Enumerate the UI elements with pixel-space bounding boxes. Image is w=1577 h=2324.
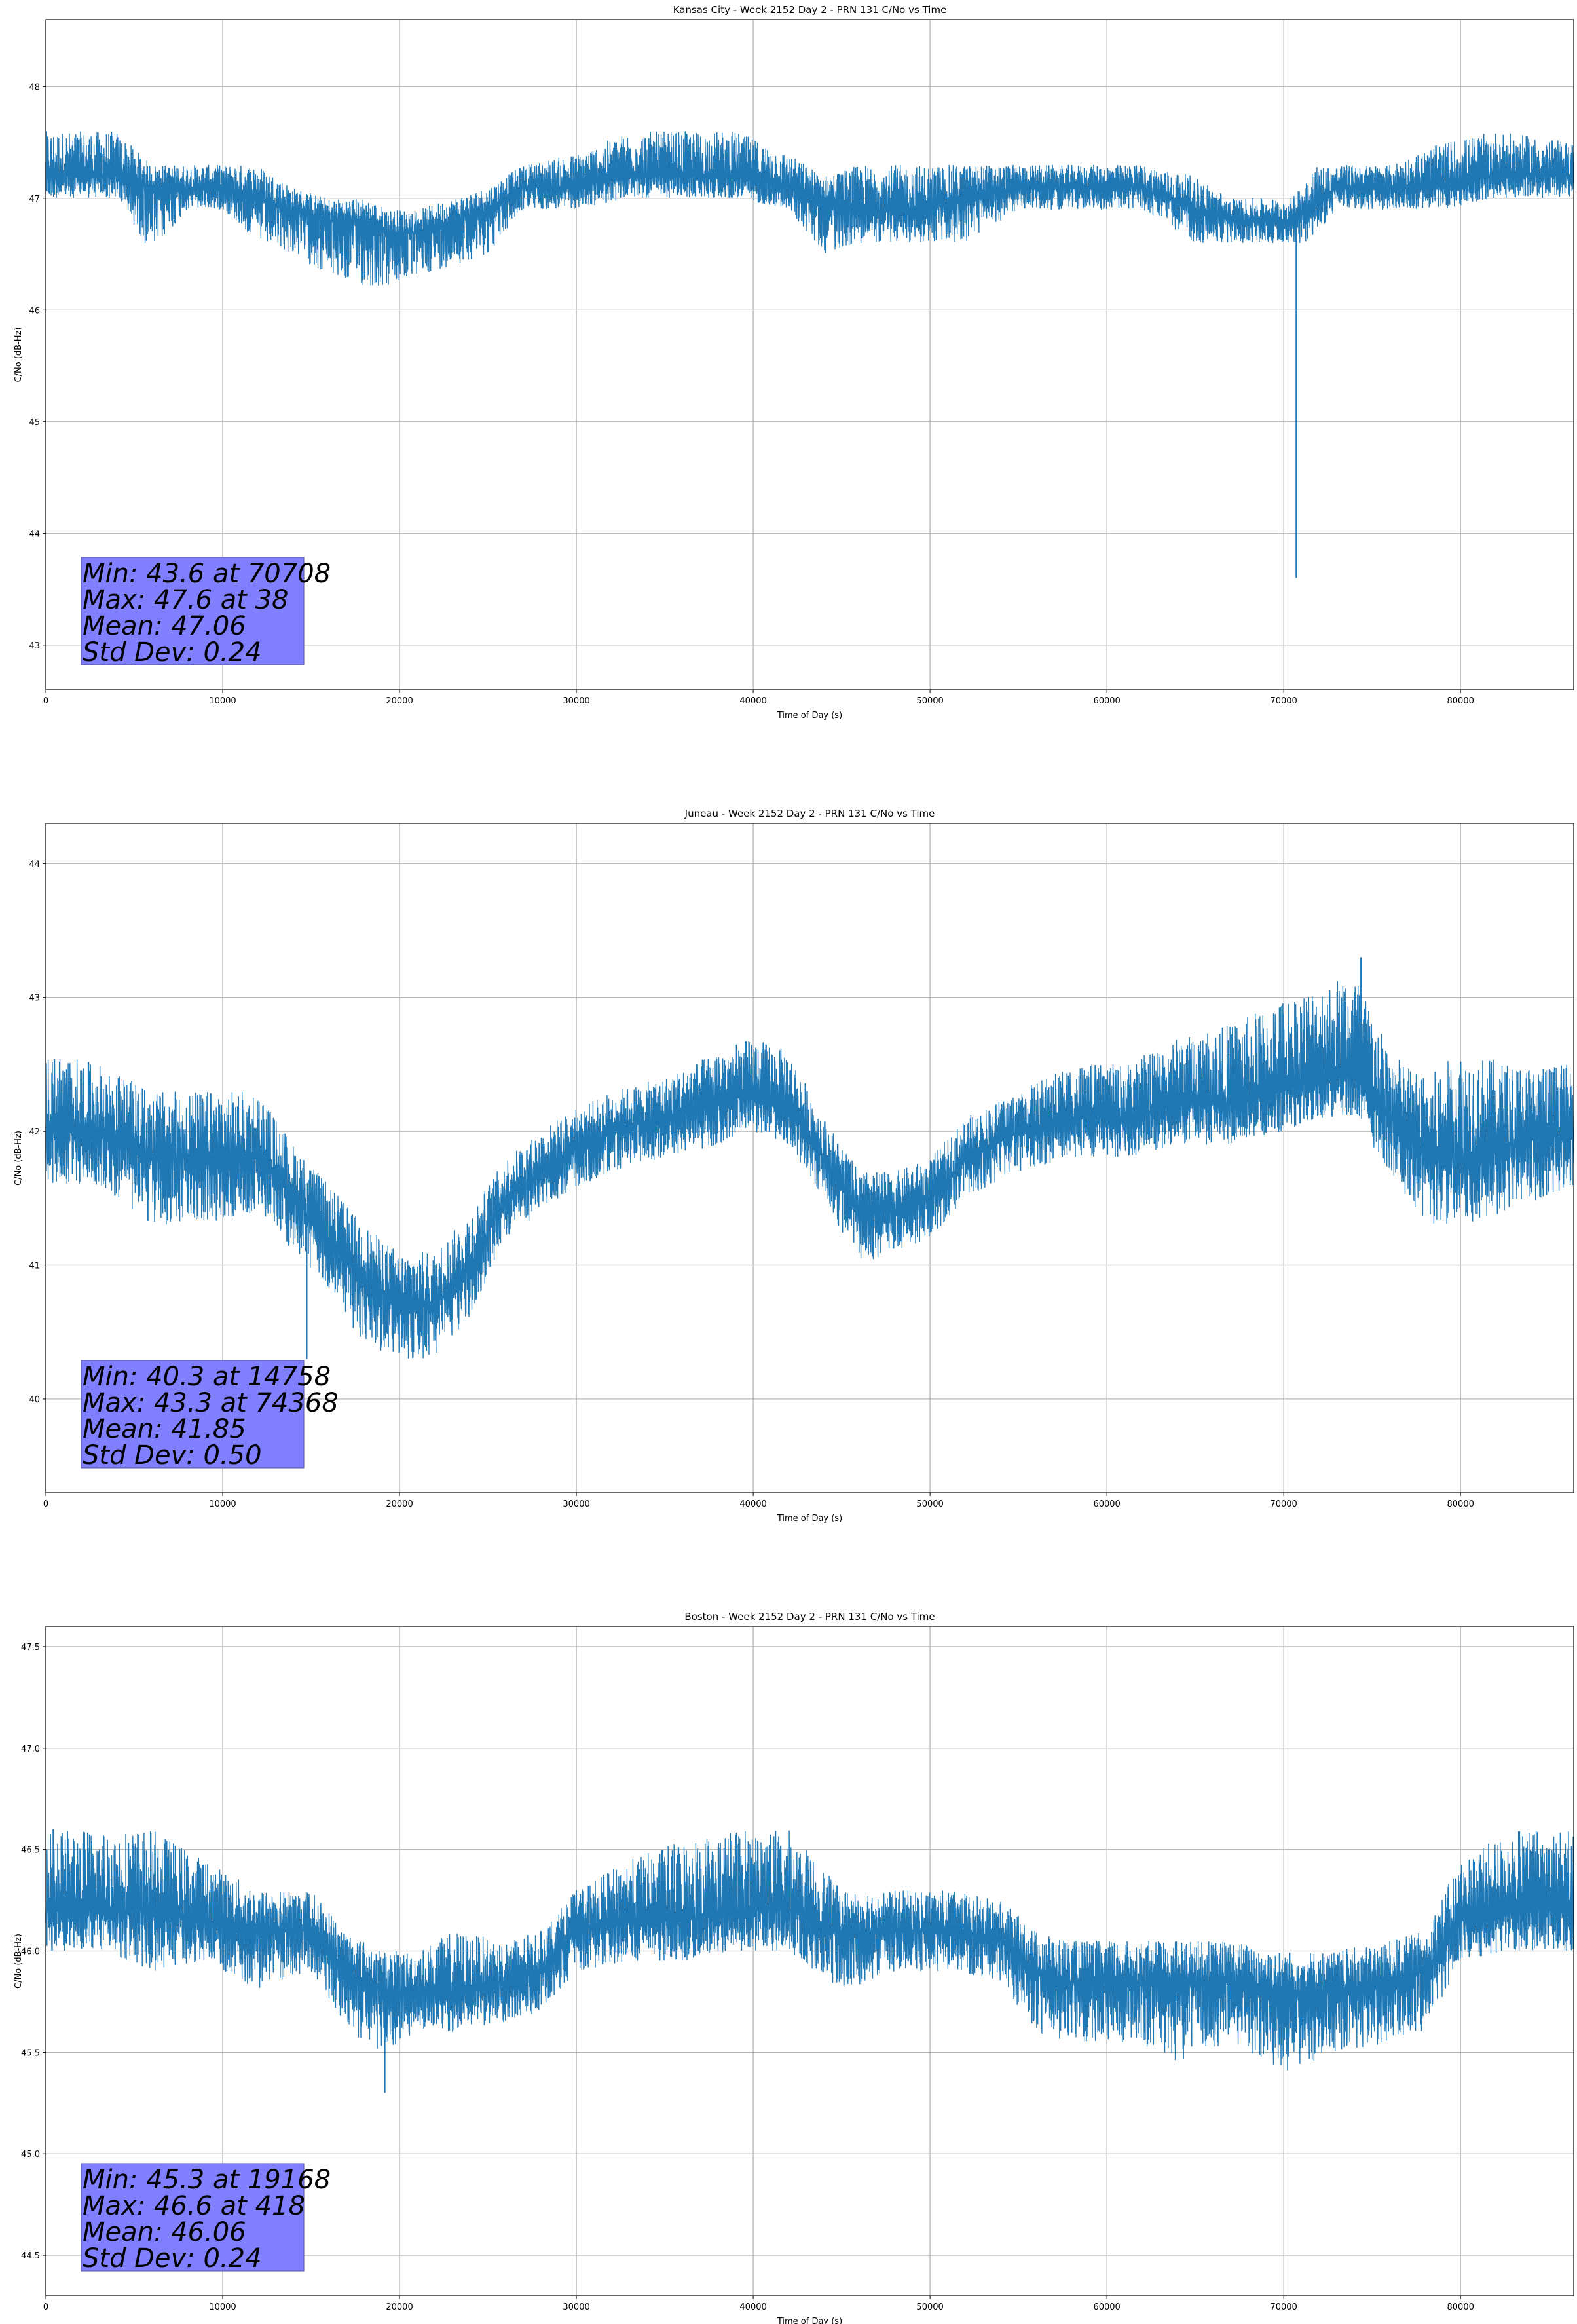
plot-frame: [45, 823, 1574, 1493]
x-tick-label: 70000: [1270, 2302, 1297, 2312]
y-tick-label: 47.5: [21, 1643, 40, 1653]
x-tick-label: 0: [43, 1499, 48, 1509]
stats-line: Std Dev: 0.24: [83, 637, 262, 667]
stats-box: [81, 2163, 305, 2272]
y-tick-label: 46.0: [21, 1947, 40, 1957]
stats-line: Min: 40.3 at 14758: [83, 1362, 331, 1392]
y-axis-label: C/No (dB-Hz): [14, 1934, 24, 1989]
x-tick-label: 60000: [1093, 1499, 1120, 1509]
x-tick-label: 30000: [563, 2302, 589, 2312]
x-tick-label: 10000: [209, 696, 236, 706]
x-tick-label: 80000: [1447, 2302, 1474, 2312]
chart-title: Kansas City - Week 2152 Day 2 - PRN 131 …: [673, 4, 947, 16]
x-tick-label: 20000: [386, 696, 413, 706]
stats-line: Max: 47.6 at 38: [83, 585, 288, 615]
x-tick-label: 80000: [1447, 1499, 1474, 1509]
stats-line: Max: 43.3 at 74368: [83, 1388, 339, 1418]
chart-title: Boston - Week 2152 Day 2 - PRN 131 C/No …: [684, 1611, 935, 1622]
x-tick-label: 50000: [916, 1499, 943, 1509]
x-tick-label: 70000: [1270, 1499, 1297, 1509]
x-axis-label: Time of Day (s): [777, 1514, 842, 1524]
chart-2: Juneau - Week 2152 Day 2 - PRN 131 C/No …: [14, 808, 1574, 1524]
stats-line: Mean: 47.06: [83, 611, 246, 641]
stats-box: [81, 557, 305, 665]
x-tick-label: 60000: [1093, 2302, 1120, 2312]
y-tick-label: 44.5: [21, 2251, 40, 2261]
x-tick-label: 40000: [739, 1499, 766, 1509]
plot-frame: [45, 1626, 1574, 2296]
x-tick-label: 60000: [1093, 696, 1120, 706]
y-tick-label: 46: [29, 306, 40, 316]
y-tick-label: 47: [29, 195, 40, 204]
x-axis-label: Time of Day (s): [777, 2317, 842, 2324]
stats-line: Std Dev: 0.50: [83, 1440, 262, 1471]
y-tick-label: 45: [29, 418, 40, 428]
y-tick-label: 45.0: [21, 2150, 40, 2160]
y-tick-label: 40: [29, 1395, 40, 1405]
x-tick-label: 70000: [1270, 696, 1297, 706]
y-axis-label: C/No (dB-Hz): [14, 328, 24, 383]
chart-title: Juneau - Week 2152 Day 2 - PRN 131 C/No …: [684, 808, 935, 819]
x-tick-label: 40000: [739, 696, 766, 706]
y-tick-label: 43: [29, 641, 40, 651]
x-tick-label: 0: [43, 696, 48, 706]
series-line: [45, 131, 1574, 578]
y-tick-label: 46.5: [21, 1846, 40, 1856]
stats-box: [81, 1360, 305, 1469]
stats-line: Max: 46.6 at 418: [83, 2191, 305, 2221]
y-tick-label: 44: [29, 529, 40, 539]
x-tick-label: 50000: [916, 696, 943, 706]
x-tick-label: 40000: [739, 2302, 766, 2312]
x-tick-label: 30000: [563, 696, 589, 706]
y-tick-label: 43: [29, 994, 40, 1003]
y-tick-label: 47.0: [21, 1744, 40, 1754]
y-tick-label: 41: [29, 1262, 40, 1271]
stats-line: Mean: 46.06: [83, 2217, 246, 2247]
x-tick-label: 20000: [386, 1499, 413, 1509]
y-axis-label: C/No (dB-Hz): [14, 1131, 24, 1186]
x-tick-label: 10000: [209, 2302, 236, 2312]
stats-line: Min: 45.3 at 19168: [83, 2165, 331, 2195]
x-tick-label: 0: [43, 2302, 48, 2312]
chart-1: Kansas City - Week 2152 Day 2 - PRN 131 …: [14, 4, 1574, 721]
x-tick-label: 80000: [1447, 696, 1474, 706]
y-tick-label: 45.5: [21, 2048, 40, 2058]
series-line: [45, 957, 1574, 1359]
plot-frame: [45, 19, 1574, 690]
x-tick-label: 30000: [563, 1499, 589, 1509]
stats-line: Std Dev: 0.24: [83, 2243, 262, 2274]
x-tick-label: 20000: [386, 2302, 413, 2312]
series-line: [45, 1829, 1574, 2093]
y-tick-label: 48: [29, 83, 40, 92]
y-tick-label: 42: [29, 1127, 40, 1137]
y-tick-label: 44: [29, 859, 40, 869]
stats-line: Mean: 41.85: [83, 1414, 246, 1444]
x-tick-label: 10000: [209, 1499, 236, 1509]
x-axis-label: Time of Day (s): [777, 711, 842, 721]
stats-line: Min: 43.6 at 70708: [83, 559, 331, 589]
chart-3: Boston - Week 2152 Day 2 - PRN 131 C/No …: [14, 1611, 1574, 2324]
x-tick-label: 50000: [916, 2302, 943, 2312]
